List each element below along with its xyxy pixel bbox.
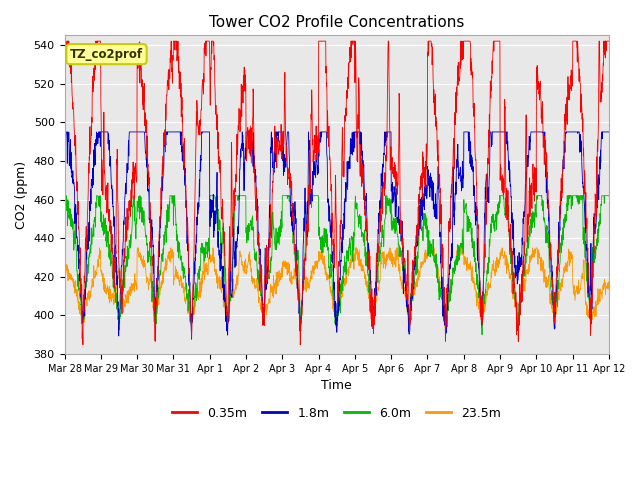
- Text: TZ_co2prof: TZ_co2prof: [70, 48, 143, 60]
- Y-axis label: CO2 (ppm): CO2 (ppm): [15, 161, 28, 229]
- Title: Tower CO2 Profile Concentrations: Tower CO2 Profile Concentrations: [209, 15, 465, 30]
- X-axis label: Time: Time: [321, 379, 352, 392]
- Legend: 0.35m, 1.8m, 6.0m, 23.5m: 0.35m, 1.8m, 6.0m, 23.5m: [167, 402, 506, 425]
